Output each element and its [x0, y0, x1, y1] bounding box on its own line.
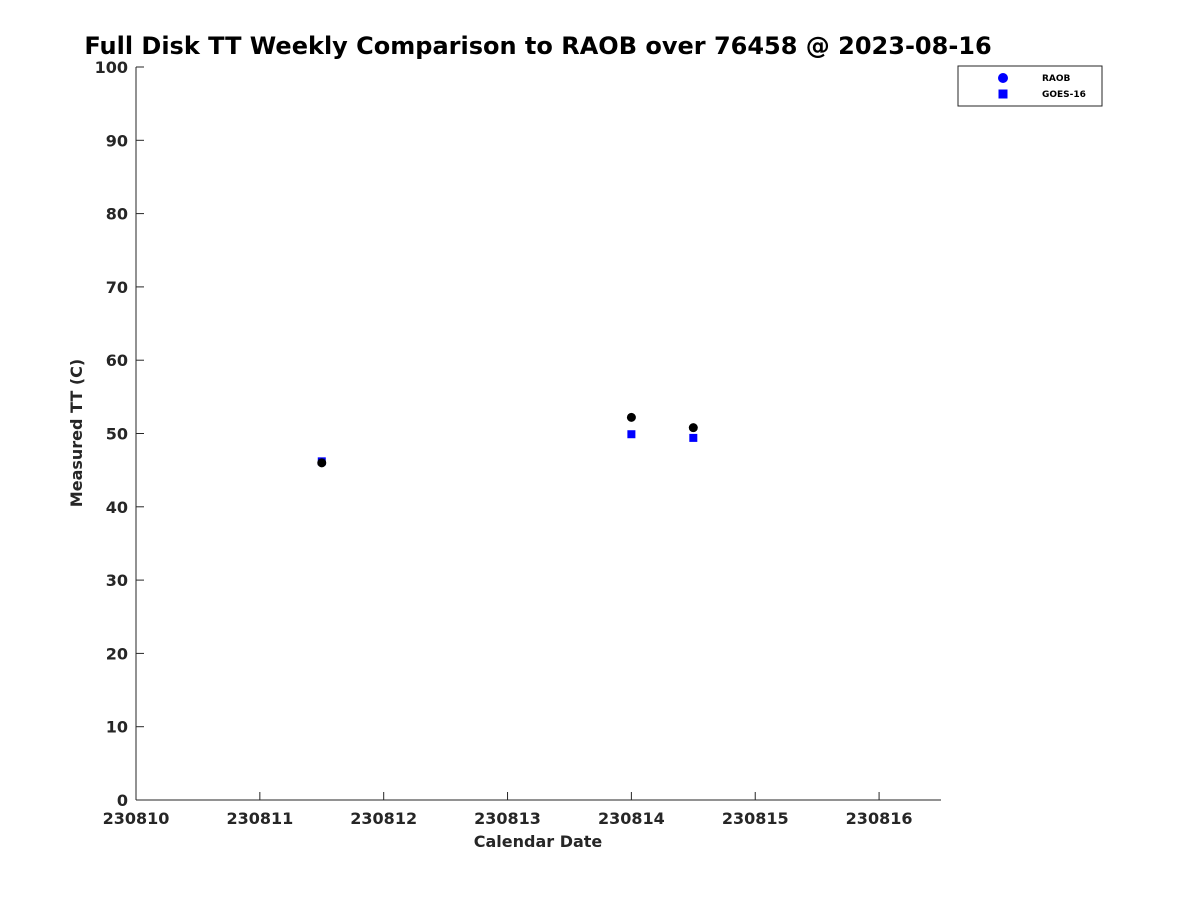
raob-point — [317, 458, 327, 468]
y-axis-label: Measured TT (C) — [67, 359, 86, 507]
y-tick-label: 80 — [106, 205, 128, 224]
y-tick-label: 30 — [106, 571, 128, 590]
y-tick-label: 90 — [106, 131, 128, 150]
axes — [135, 67, 941, 801]
raob-point — [626, 412, 636, 422]
x-tick-label: 230816 — [846, 809, 913, 828]
x-axis-label: Calendar Date — [474, 832, 603, 851]
legend-raob-marker — [998, 73, 1008, 83]
goes-16-point — [627, 430, 636, 439]
data-points — [317, 412, 698, 468]
y-tick-label: 40 — [106, 498, 128, 517]
y-tick-label: 70 — [106, 278, 128, 297]
x-tick-label: 230811 — [226, 809, 293, 828]
x-tick-label: 230814 — [598, 809, 665, 828]
y-tick-label: 50 — [106, 425, 128, 444]
raob-point — [688, 423, 698, 433]
y-ticks: 0 10 20 30 40 50 60 70 80 90 100 — [95, 58, 144, 810]
legend-goes16-marker — [998, 89, 1008, 99]
y-tick-label: 10 — [106, 718, 128, 737]
goes-16-point — [689, 433, 698, 442]
y-tick-label: 0 — [117, 791, 128, 810]
legend-raob-label: RAOB — [1042, 74, 1071, 84]
x-tick-label: 230813 — [474, 809, 541, 828]
y-tick-label: 20 — [106, 644, 128, 663]
y-tick-label: 60 — [106, 351, 128, 370]
x-tick-label: 230815 — [722, 809, 789, 828]
y-tick-label: 100 — [95, 58, 128, 77]
x-tick-label: 230810 — [103, 809, 170, 828]
legend: RAOB GOES-16 — [957, 65, 1103, 107]
legend-box — [957, 65, 1103, 107]
x-tick-label: 230812 — [350, 809, 417, 828]
legend-goes16-label: GOES-16 — [1042, 90, 1086, 100]
chart-title: Full Disk TT Weekly Comparison to RAOB o… — [84, 32, 991, 60]
x-ticks: 230810 230811 230812 230813 230814 230815 2308… — [103, 792, 913, 828]
